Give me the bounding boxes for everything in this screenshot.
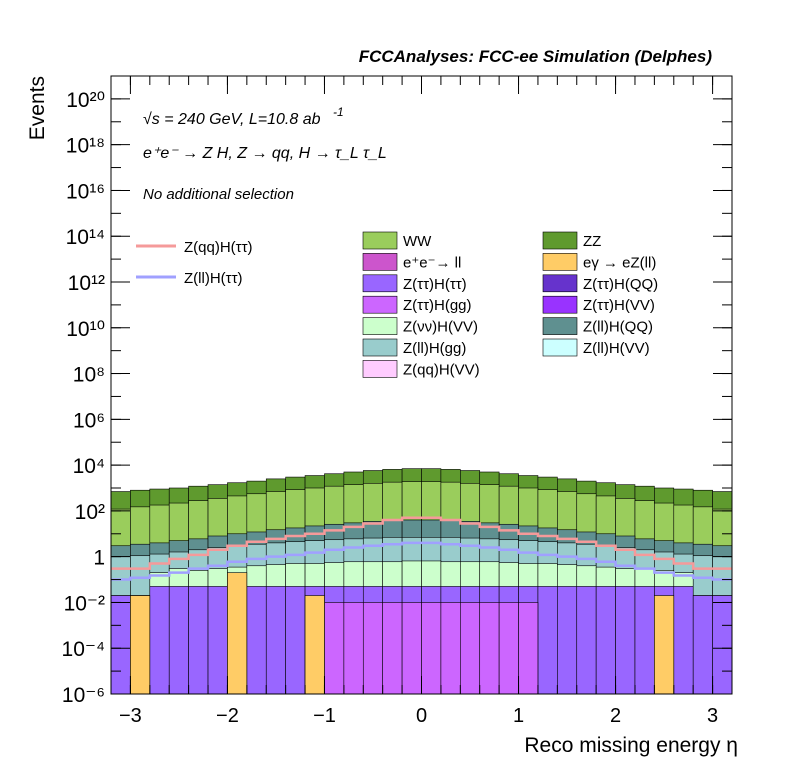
x-tick-label: 2: [610, 705, 621, 727]
legend-fill-swatch: [362, 317, 398, 335]
y-tick-label: 10¹⁰: [66, 318, 105, 341]
legend-fill-swatch: [362, 295, 398, 314]
plot-title: FCCAnalyses: FCC-ee Simulation (Delphes): [359, 47, 713, 66]
bin-z-h--2: [149, 586, 170, 695]
y-tick-label: 10¹⁴: [66, 226, 105, 249]
bin-z-h-gg--15: [401, 602, 422, 695]
line-z-ll-h-: [111, 541, 732, 581]
bin-e-ez-ll--28: [654, 595, 675, 695]
bin-z-h--8: [265, 586, 286, 695]
bin-z-h-gg--13: [362, 602, 383, 695]
y-tick-label: 10²⁰: [66, 89, 105, 112]
legend-fill-label: Z(ll)H(gg): [403, 340, 466, 357]
x-tick-label: 0: [416, 705, 427, 727]
energy-lumi-sup: -1: [333, 105, 344, 119]
bin-z-h-gg--17: [440, 602, 461, 695]
bin-z-h--26: [615, 586, 636, 695]
x-tick-label: 1: [513, 705, 524, 727]
plot-area: −3 −2 −1 0 1 2 3 10⁻⁶ 10⁻⁴ 10⁻² 1 10² 10⁴ 10⁶ 10⁸ 10¹⁰…: [62, 75, 733, 727]
bin-z-h--22: [537, 586, 558, 695]
x-tick-label: −3: [119, 705, 142, 727]
histogram-bins: [110, 468, 733, 695]
legend-fill-swatch: [362, 253, 398, 271]
legend-fill-label: Z(ll)H(VV): [583, 340, 650, 357]
bin-z-h--24: [576, 586, 597, 695]
legend-fill-label: WW: [403, 233, 432, 250]
energy-lumi-text: √s = 240 GeV, L=10.8 ab -1: [143, 105, 344, 128]
x-tick-label: 3: [707, 705, 718, 727]
bin-z-h--9: [285, 586, 306, 695]
y-tick-label: 10⁴: [73, 455, 105, 478]
legend: Z(qq)H(ττ) Z(ll)H(ττ) WW ZZ e⁺e⁻→ ll eγ → eZ(…: [136, 231, 658, 378]
legend-fill-label: Z(ττ)H(VV): [583, 297, 655, 314]
selection-text: No additional selection: [143, 186, 294, 203]
x-tick-label: −2: [216, 705, 239, 727]
y-tick-label: 1: [93, 547, 105, 570]
legend-fill-label: Z(ll)H(QQ): [583, 319, 653, 336]
legend-fill-label: e⁺e⁻→ ll: [403, 254, 461, 271]
y-tick-label: 10¹²: [68, 272, 105, 295]
legend-fill-swatch: [542, 253, 578, 271]
y-axis-label: Events: [26, 76, 49, 140]
y-tick-label: 10¹⁸: [66, 135, 105, 158]
y-tick-label: 10²: [75, 501, 105, 524]
legend-line-label: Z(ll)H(ττ): [184, 270, 243, 287]
legend-fill-swatch: [362, 360, 398, 378]
legend-fill-label: Z(ττ)H(gg): [403, 297, 472, 314]
process-text: e⁺e⁻ → Z H, Z → qq, H → τ_L τ_L: [143, 145, 387, 162]
bin-z-h-gg--11: [324, 602, 345, 695]
bin-e-ez-ll--10: [304, 595, 325, 695]
bin-z-h--25: [595, 586, 616, 695]
line-z-qq-h-: [111, 516, 732, 570]
legend-fill-label: eγ → eZ(ll): [583, 254, 656, 271]
bin-e-ez-ll--6: [227, 572, 248, 695]
legend-fill-swatch: [542, 317, 578, 335]
legend-fill-label: Z(νν)H(VV): [403, 319, 478, 336]
bin-z-h--29: [673, 586, 694, 695]
x-axis-label: Reco missing energy η: [524, 734, 738, 757]
y-tick-label: 10¹⁶: [66, 180, 105, 203]
bin-e-ez-ll--1: [130, 595, 151, 695]
bin-z-h--3: [168, 586, 189, 695]
legend-fill-label: ZZ: [583, 233, 601, 250]
legend-fill-swatch: [362, 338, 398, 357]
legend-fill-swatch: [542, 231, 578, 250]
legend-fill-label: Z(qq)H(VV): [403, 361, 480, 378]
x-axis-ticks: −3 −2 −1 0 1 2 3: [110, 76, 733, 727]
bin-z-h--0: [110, 595, 131, 695]
legend-fill-swatch: [362, 274, 398, 293]
bin-z-h--7: [246, 586, 267, 695]
legend-fill-swatch: [542, 274, 578, 293]
bin-z-h-gg--18: [460, 602, 481, 695]
bin-z-h--27: [634, 586, 655, 695]
bin-z-h-gg--16: [421, 602, 442, 695]
y-tick-label: 10⁸: [73, 364, 105, 387]
bin-z-h--5: [207, 586, 228, 695]
signal-lines: [111, 516, 732, 581]
y-axis-ticks: 10⁻⁶ 10⁻⁴ 10⁻² 1 10² 10⁴ 10⁶ 10⁸ 10¹⁰ 10¹² 10¹⁴ 10¹…: [62, 75, 732, 707]
legend-fill-swatch: [362, 231, 398, 250]
y-tick-label: 10⁶: [73, 409, 105, 432]
y-tick-label: 10⁻²: [64, 592, 105, 615]
bin-z-h--4: [188, 586, 209, 695]
bin-z-h--23: [557, 586, 578, 695]
bin-z-h-gg--12: [343, 602, 364, 695]
bin-z-h--30: [692, 595, 713, 695]
legend-line-label: Z(qq)H(ττ): [184, 239, 253, 256]
legend-fill-label: Z(ττ)H(QQ): [583, 276, 658, 293]
y-tick-label: 10⁻⁴: [62, 638, 105, 661]
y-tick-label: 10⁻⁶: [62, 684, 105, 707]
x-tick-label: −1: [313, 705, 336, 727]
legend-fill-swatch: [542, 338, 578, 357]
bin-z-h--31: [712, 595, 733, 695]
bin-z-h-gg--20: [498, 602, 519, 695]
bin-z-h-gg--14: [382, 602, 403, 695]
legend-fill-label: Z(ττ)H(ττ): [403, 276, 467, 293]
annotation-block: √s = 240 GeV, L=10.8 ab -1 e⁺e⁻ → Z H, Z…: [143, 105, 387, 203]
bin-z-h-gg--21: [518, 602, 539, 695]
legend-fill-swatch: [542, 295, 578, 314]
energy-lumi-main: √s = 240 GeV, L=10.8 ab: [143, 111, 321, 128]
bin-z-h-gg--19: [479, 602, 500, 695]
